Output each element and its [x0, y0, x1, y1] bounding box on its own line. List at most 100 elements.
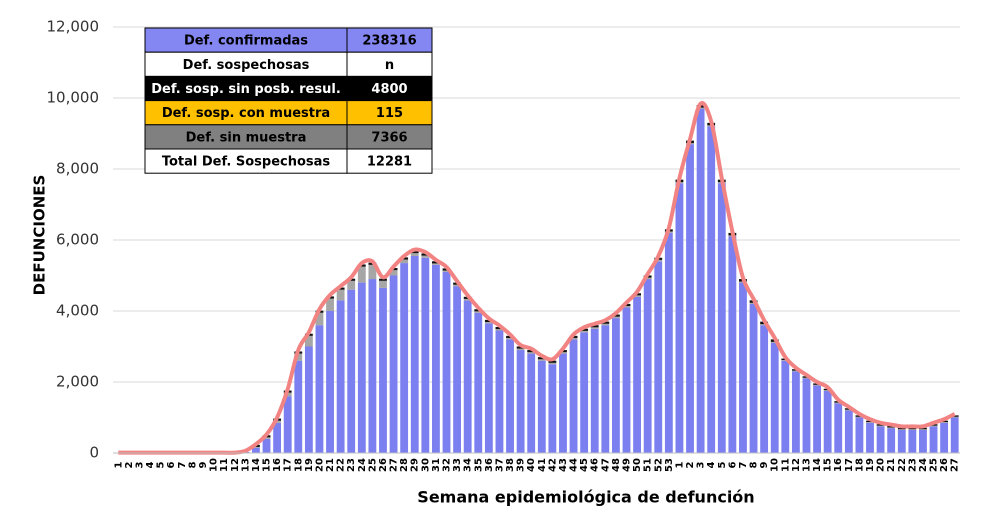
bar-segment [940, 422, 949, 453]
bar-segment [802, 378, 811, 453]
x-tick-label: 29 [410, 458, 421, 472]
x-tick-label: 32 [442, 458, 453, 472]
bar-segment [442, 271, 451, 453]
x-tick-label: 33 [452, 458, 463, 472]
x-tick-label: 17 [844, 458, 855, 472]
bar-segment [516, 346, 525, 349]
bar-segment [813, 385, 821, 453]
bar-segment [590, 328, 599, 453]
bar-segment [421, 253, 430, 256]
x-tick-label: 13 [801, 458, 812, 472]
bar-segment [897, 429, 906, 430]
x-tick-label: 28 [399, 458, 410, 472]
x-tick-label: 52 [653, 458, 664, 472]
x-tick-label: 11 [780, 458, 791, 472]
x-tick-label: 8 [749, 461, 760, 468]
bar-segment [453, 286, 462, 453]
bar-segment [791, 371, 800, 453]
x-tick-label: 47 [600, 458, 611, 472]
table-value: 4800 [371, 82, 407, 97]
bar-segment [686, 144, 694, 453]
bar-segment [368, 279, 377, 453]
bar-segment [590, 325, 599, 328]
bar-segment [389, 275, 398, 453]
bar-segment [876, 426, 885, 453]
bar-segment [791, 370, 800, 372]
total-line [118, 101, 956, 455]
x-tick-label: 43 [558, 458, 569, 472]
bar-segment [432, 264, 440, 453]
x-tick-label: 44 [569, 458, 580, 472]
x-tick-label: 25 [367, 458, 378, 472]
bar-segment [675, 183, 684, 453]
bar-segment [548, 362, 557, 365]
bar-segment [537, 359, 546, 361]
bar-segment [400, 263, 409, 453]
bar-segment [760, 325, 769, 453]
x-tick-label: 20 [876, 458, 887, 472]
bar-segment [834, 402, 843, 404]
bar-segment [527, 350, 536, 353]
bar-segment [643, 277, 652, 280]
x-tick-label: 38 [505, 458, 516, 472]
x-tick-label: 8 [187, 461, 198, 468]
bar-segment [876, 425, 885, 427]
bar-segment [262, 438, 271, 453]
x-tick-label: 45 [579, 458, 590, 472]
bar-segment [421, 255, 430, 258]
bar-segment [897, 427, 906, 430]
bar-segment [400, 259, 409, 264]
table-value: n [385, 58, 394, 73]
x-tick-label: 51 [643, 458, 654, 472]
x-tick-label: 14 [812, 458, 823, 472]
x-tick-label: 37 [494, 458, 505, 472]
bar-segment [506, 337, 514, 340]
bar-segment [622, 307, 631, 453]
bar-segment [357, 282, 366, 453]
x-tick-label: 26 [939, 458, 950, 472]
x-tick-label: 18 [293, 458, 304, 472]
bar-segment [506, 339, 514, 453]
x-tick-label: 3 [696, 461, 707, 468]
bar-segment [654, 261, 663, 453]
x-tick-label: 16 [833, 458, 844, 472]
bar-segment [379, 287, 387, 453]
bar-segment [622, 306, 631, 308]
y-tick-label: 0 [89, 444, 99, 462]
bar-segment [844, 409, 853, 411]
bar-segment [643, 279, 652, 453]
y-axis-label: DEFUNCIONES [31, 175, 49, 296]
bar-segment [294, 360, 303, 453]
bar-segment [389, 270, 398, 276]
y-tick-label: 12,000 [47, 18, 100, 36]
bar-segment [919, 429, 927, 430]
bar-segment [252, 447, 260, 453]
bar-segment [897, 429, 906, 453]
x-tick-label: 6 [166, 461, 177, 468]
bar-segment [887, 427, 896, 429]
x-tick-label: 2 [124, 461, 135, 468]
bar-segment [463, 300, 472, 453]
bar-segment [432, 263, 440, 265]
x-tick-label: 19 [304, 458, 315, 472]
bar-segment [696, 107, 705, 109]
bar-segment [950, 417, 959, 453]
x-tick-label: 10 [770, 458, 781, 472]
bar-segment [569, 339, 578, 453]
table-label: Def. sospechosas [183, 58, 310, 73]
x-tick-label: 5 [156, 461, 167, 468]
x-tick-label: 21 [325, 458, 336, 472]
table-cell [144, 75, 348, 102]
table-label: Def. sosp. sin posb. resul. [151, 82, 341, 97]
bar-segment [696, 108, 705, 454]
x-tick-label: 14 [251, 458, 262, 472]
y-tick-label: 4,000 [56, 302, 99, 320]
bar-segment [940, 422, 949, 423]
bar-segment [802, 377, 811, 379]
bar-segment [484, 323, 493, 453]
table-value: 115 [376, 106, 403, 121]
x-tick-label: 15 [262, 458, 273, 472]
x-tick-label: 46 [590, 458, 601, 472]
bar-segment [844, 410, 853, 453]
bar-segment [283, 396, 292, 453]
